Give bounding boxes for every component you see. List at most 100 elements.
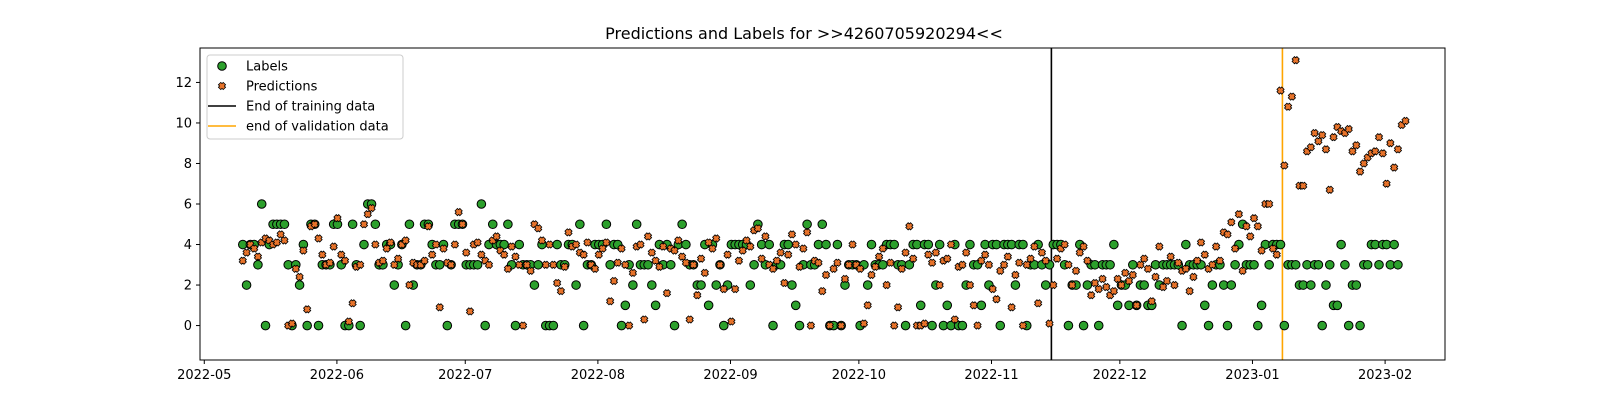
label-point: [1393, 259, 1403, 270]
prediction-point: [534, 224, 543, 233]
label-point: [1203, 320, 1214, 331]
prediction-point: [325, 258, 335, 267]
vertical-lines: [1050, 48, 1284, 360]
prediction-point: [431, 240, 441, 249]
prediction-point: [1389, 163, 1399, 172]
y-tick-label: 12: [175, 76, 192, 91]
prediction-point: [958, 260, 967, 269]
prediction-point: [897, 264, 906, 273]
prediction-point: [1310, 128, 1319, 138]
prediction-point: [780, 278, 789, 288]
prediction-point: [1291, 55, 1300, 65]
prediction-point: [1223, 230, 1232, 239]
prediction-point: [1011, 270, 1020, 280]
label-point: [749, 259, 759, 270]
label-point: [529, 280, 540, 290]
prediction-point: [295, 272, 304, 282]
label-point: [1313, 259, 1324, 270]
label-point: [764, 239, 775, 250]
label-point: [1222, 320, 1233, 331]
prediction-point: [893, 303, 903, 312]
legend-marker-x: [217, 81, 227, 91]
label-point: [1063, 320, 1074, 331]
prediction-point: [636, 240, 645, 249]
prediction-point: [253, 252, 263, 261]
prediction-point: [878, 244, 888, 253]
label-point: [790, 300, 801, 311]
prediction-point: [973, 321, 982, 330]
label-point: [1317, 320, 1327, 331]
prediction-point: [1246, 232, 1255, 241]
label-point: [294, 280, 305, 290]
x-tick-label: 2022-05: [177, 368, 231, 383]
legend-box: [206, 54, 404, 140]
prediction-point: [1170, 280, 1179, 290]
prediction-point: [1045, 319, 1054, 328]
prediction-point: [329, 242, 338, 251]
prediction-point: [435, 303, 444, 312]
prediction-point: [621, 260, 630, 269]
prediction-point: [242, 248, 251, 257]
label-point: [1332, 300, 1343, 311]
y-tick-label: 0: [184, 319, 192, 334]
label-point: [628, 280, 638, 290]
prediction-point: [814, 258, 823, 267]
label-point: [995, 320, 1006, 331]
prediction-point: [662, 288, 672, 298]
prediction-point: [776, 248, 785, 257]
prediction-point: [924, 250, 933, 259]
label-point: [548, 320, 559, 331]
label-point: [696, 280, 706, 290]
label-point: [1343, 320, 1354, 331]
label-point: [260, 320, 271, 331]
prediction-point: [378, 256, 388, 265]
label-point: [313, 320, 324, 331]
prediction-point: [859, 319, 869, 328]
prediction-point: [552, 278, 562, 288]
label-point: [1128, 259, 1138, 270]
label-point: [915, 300, 926, 311]
y-tick-label: 10: [175, 116, 192, 131]
prediction-point: [867, 270, 876, 280]
prediction-point: [1041, 256, 1050, 265]
x-tick-label: 2023-02: [1358, 368, 1412, 383]
label-point: [389, 280, 400, 290]
label-point: [1109, 239, 1119, 250]
prediction-point: [249, 244, 259, 253]
prediction-point: [1079, 242, 1088, 251]
prediction-point: [1238, 266, 1247, 276]
label-point: [923, 239, 934, 250]
label-point: [1093, 320, 1104, 331]
prediction-point: [1121, 268, 1130, 278]
prediction-point: [1083, 256, 1092, 265]
label-point: [866, 239, 877, 250]
prediction-point: [1117, 280, 1126, 290]
prediction-point: [685, 315, 694, 324]
label-point: [298, 239, 309, 250]
label-point: [1078, 320, 1089, 331]
label-point: [1082, 280, 1093, 290]
prediction-point: [821, 270, 831, 280]
prediction-point: [874, 252, 884, 261]
prediction-point: [882, 280, 891, 290]
label-point: [359, 239, 369, 250]
prediction-point: [1143, 264, 1153, 273]
x-tick-label: 2022-06: [310, 368, 364, 383]
prediction-point: [272, 238, 282, 247]
prediction-point: [1064, 260, 1073, 269]
prediction-point: [1196, 238, 1206, 247]
prediction-point: [1318, 130, 1327, 140]
prediction-point: [715, 260, 725, 269]
prediction-point: [833, 258, 842, 267]
label-point: [442, 320, 453, 331]
prediction-point: [556, 286, 566, 296]
label-point: [1230, 259, 1240, 270]
prediction-point: [840, 274, 850, 284]
label-point: [355, 320, 365, 331]
label-point: [620, 300, 631, 311]
label-point: [965, 239, 975, 250]
prediction-point: [908, 254, 918, 263]
prediction-point: [1371, 147, 1380, 156]
prediction-point: [571, 240, 581, 249]
prediction-point: [1030, 242, 1039, 251]
